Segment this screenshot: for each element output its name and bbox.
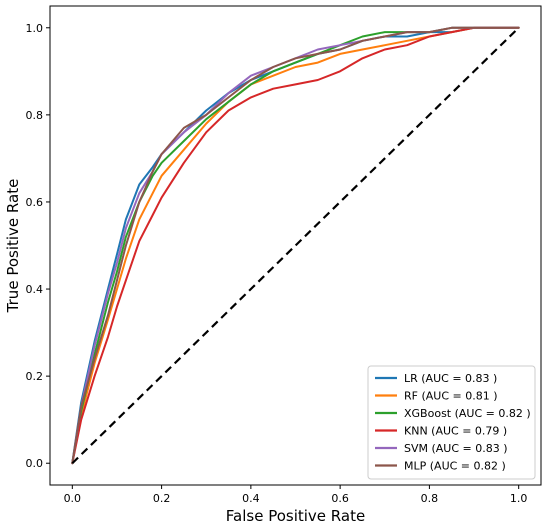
x-axis-title: False Positive Rate	[226, 507, 365, 525]
x-tick-label: 1.0	[510, 492, 528, 505]
y-tick-label: 0.6	[26, 196, 44, 209]
y-tick-label: 0.4	[26, 283, 44, 296]
y-tick-label: 0.8	[26, 109, 44, 122]
legend-label-4: SVM (AUC = 0.83 )	[404, 442, 508, 455]
y-axis-title: True Positive Rate	[4, 179, 22, 314]
plot-area	[49, 5, 542, 486]
x-tick-label: 0.2	[153, 492, 171, 505]
legend-label-2: XGBoost (AUC = 0.82 )	[404, 407, 531, 420]
legend-label-0: LR (AUC = 0.83 )	[404, 372, 497, 385]
x-tick-label: 0.6	[331, 492, 349, 505]
x-tick-label: 0.0	[64, 492, 82, 505]
legend-box	[367, 365, 536, 480]
y-tick-label: 0.2	[26, 370, 44, 383]
legend-label-1: RF (AUC = 0.81 )	[404, 390, 498, 403]
legend-label-3: KNN (AUC = 0.79 )	[404, 425, 507, 438]
y-tick-label: 1.0	[26, 22, 44, 35]
y-axis-ticks: 0.0 0.2 0.4 0.6 0.8 1.0	[26, 22, 50, 470]
plot-frame	[49, 5, 542, 486]
y-tick-label: 0.0	[26, 457, 44, 470]
legend: LR (AUC = 0.83 ) RF (AUC = 0.81 ) XGBoost …	[367, 365, 536, 480]
roc-curve-3	[71, 26, 520, 465]
x-axis-ticks: 0.0 0.2 0.4 0.6 0.8 1.0	[64, 485, 528, 505]
x-tick-label: 0.4	[242, 492, 260, 505]
x-tick-label: 0.8	[421, 492, 439, 505]
roc-curve-5	[71, 26, 520, 465]
legend-label-5: MLP (AUC = 0.82 )	[404, 460, 506, 473]
